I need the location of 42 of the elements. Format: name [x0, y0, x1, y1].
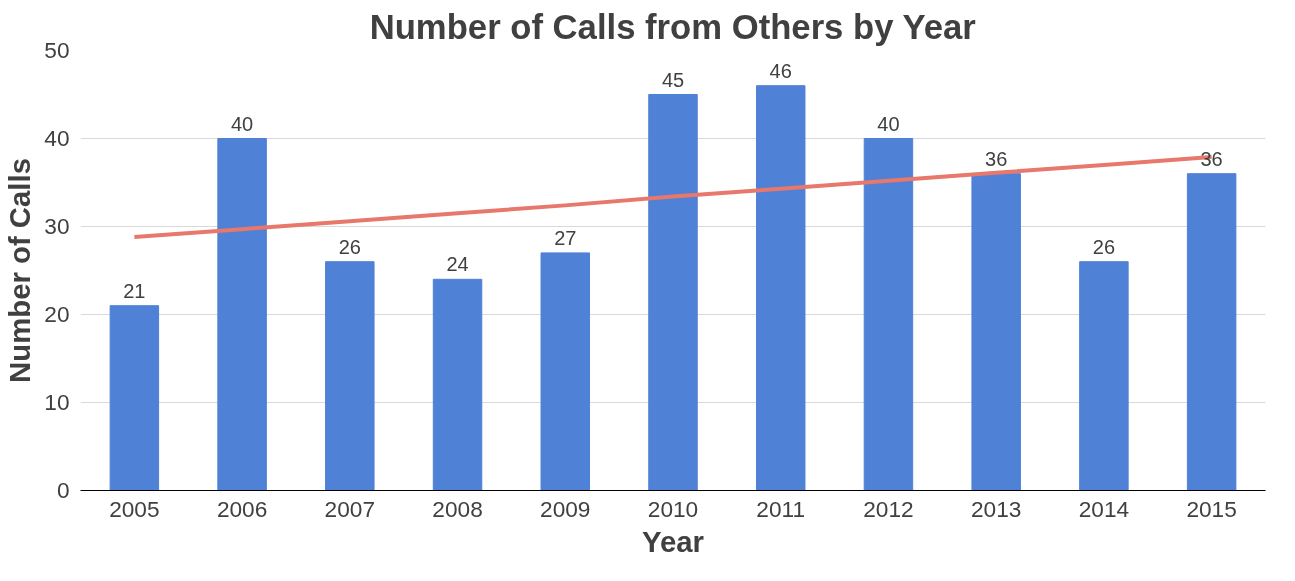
- data-label: 40: [230, 112, 254, 135]
- data-label: 24: [446, 253, 469, 276]
- x-tick-label: 2013: [970, 495, 1022, 522]
- bar: [863, 138, 914, 491]
- x-tick-label: 2011: [756, 495, 806, 522]
- bar: [109, 305, 160, 491]
- data-label: 45: [661, 68, 685, 91]
- x-tick-label: 2012: [863, 495, 914, 522]
- bar: [1186, 173, 1237, 491]
- bar: [648, 94, 698, 491]
- bar: [325, 261, 375, 491]
- bar: [971, 173, 1021, 491]
- y-tick-label: 30: [44, 213, 70, 239]
- x-tick-label: 2006: [216, 495, 268, 522]
- data-label: 21: [123, 279, 146, 302]
- x-tick-label: 2008: [432, 495, 483, 522]
- bar: [432, 278, 483, 491]
- x-tick-label: 2005: [109, 495, 160, 522]
- data-label: 36: [985, 147, 1008, 170]
- y-axis-title: Number of Calls: [3, 158, 37, 383]
- bar: [1079, 261, 1129, 491]
- x-axis-title: Year: [642, 524, 704, 558]
- x-tick-label: 2015: [1186, 495, 1237, 522]
- data-label: 36: [1200, 147, 1223, 170]
- bar: [755, 85, 806, 491]
- data-label: 46: [769, 59, 792, 82]
- y-tick-label: 0: [56, 477, 70, 503]
- y-tick-label: 20: [44, 301, 70, 327]
- x-tick-label: 2014: [1078, 495, 1130, 522]
- x-tick-label: 2010: [647, 495, 699, 522]
- data-label: 26: [1092, 235, 1116, 258]
- data-label: 27: [554, 226, 577, 249]
- chart-title: Number of Calls from Others by Year: [369, 7, 976, 46]
- bar: [217, 138, 267, 491]
- data-label: 40: [877, 112, 900, 135]
- y-tick-label: 10: [44, 389, 70, 415]
- x-tick-label: 2009: [540, 495, 591, 522]
- y-tick-label: 40: [44, 125, 70, 151]
- bar: [540, 252, 591, 491]
- y-tick-label: 50: [44, 37, 70, 63]
- data-label: 26: [338, 235, 361, 258]
- x-tick-label: 2007: [324, 495, 376, 522]
